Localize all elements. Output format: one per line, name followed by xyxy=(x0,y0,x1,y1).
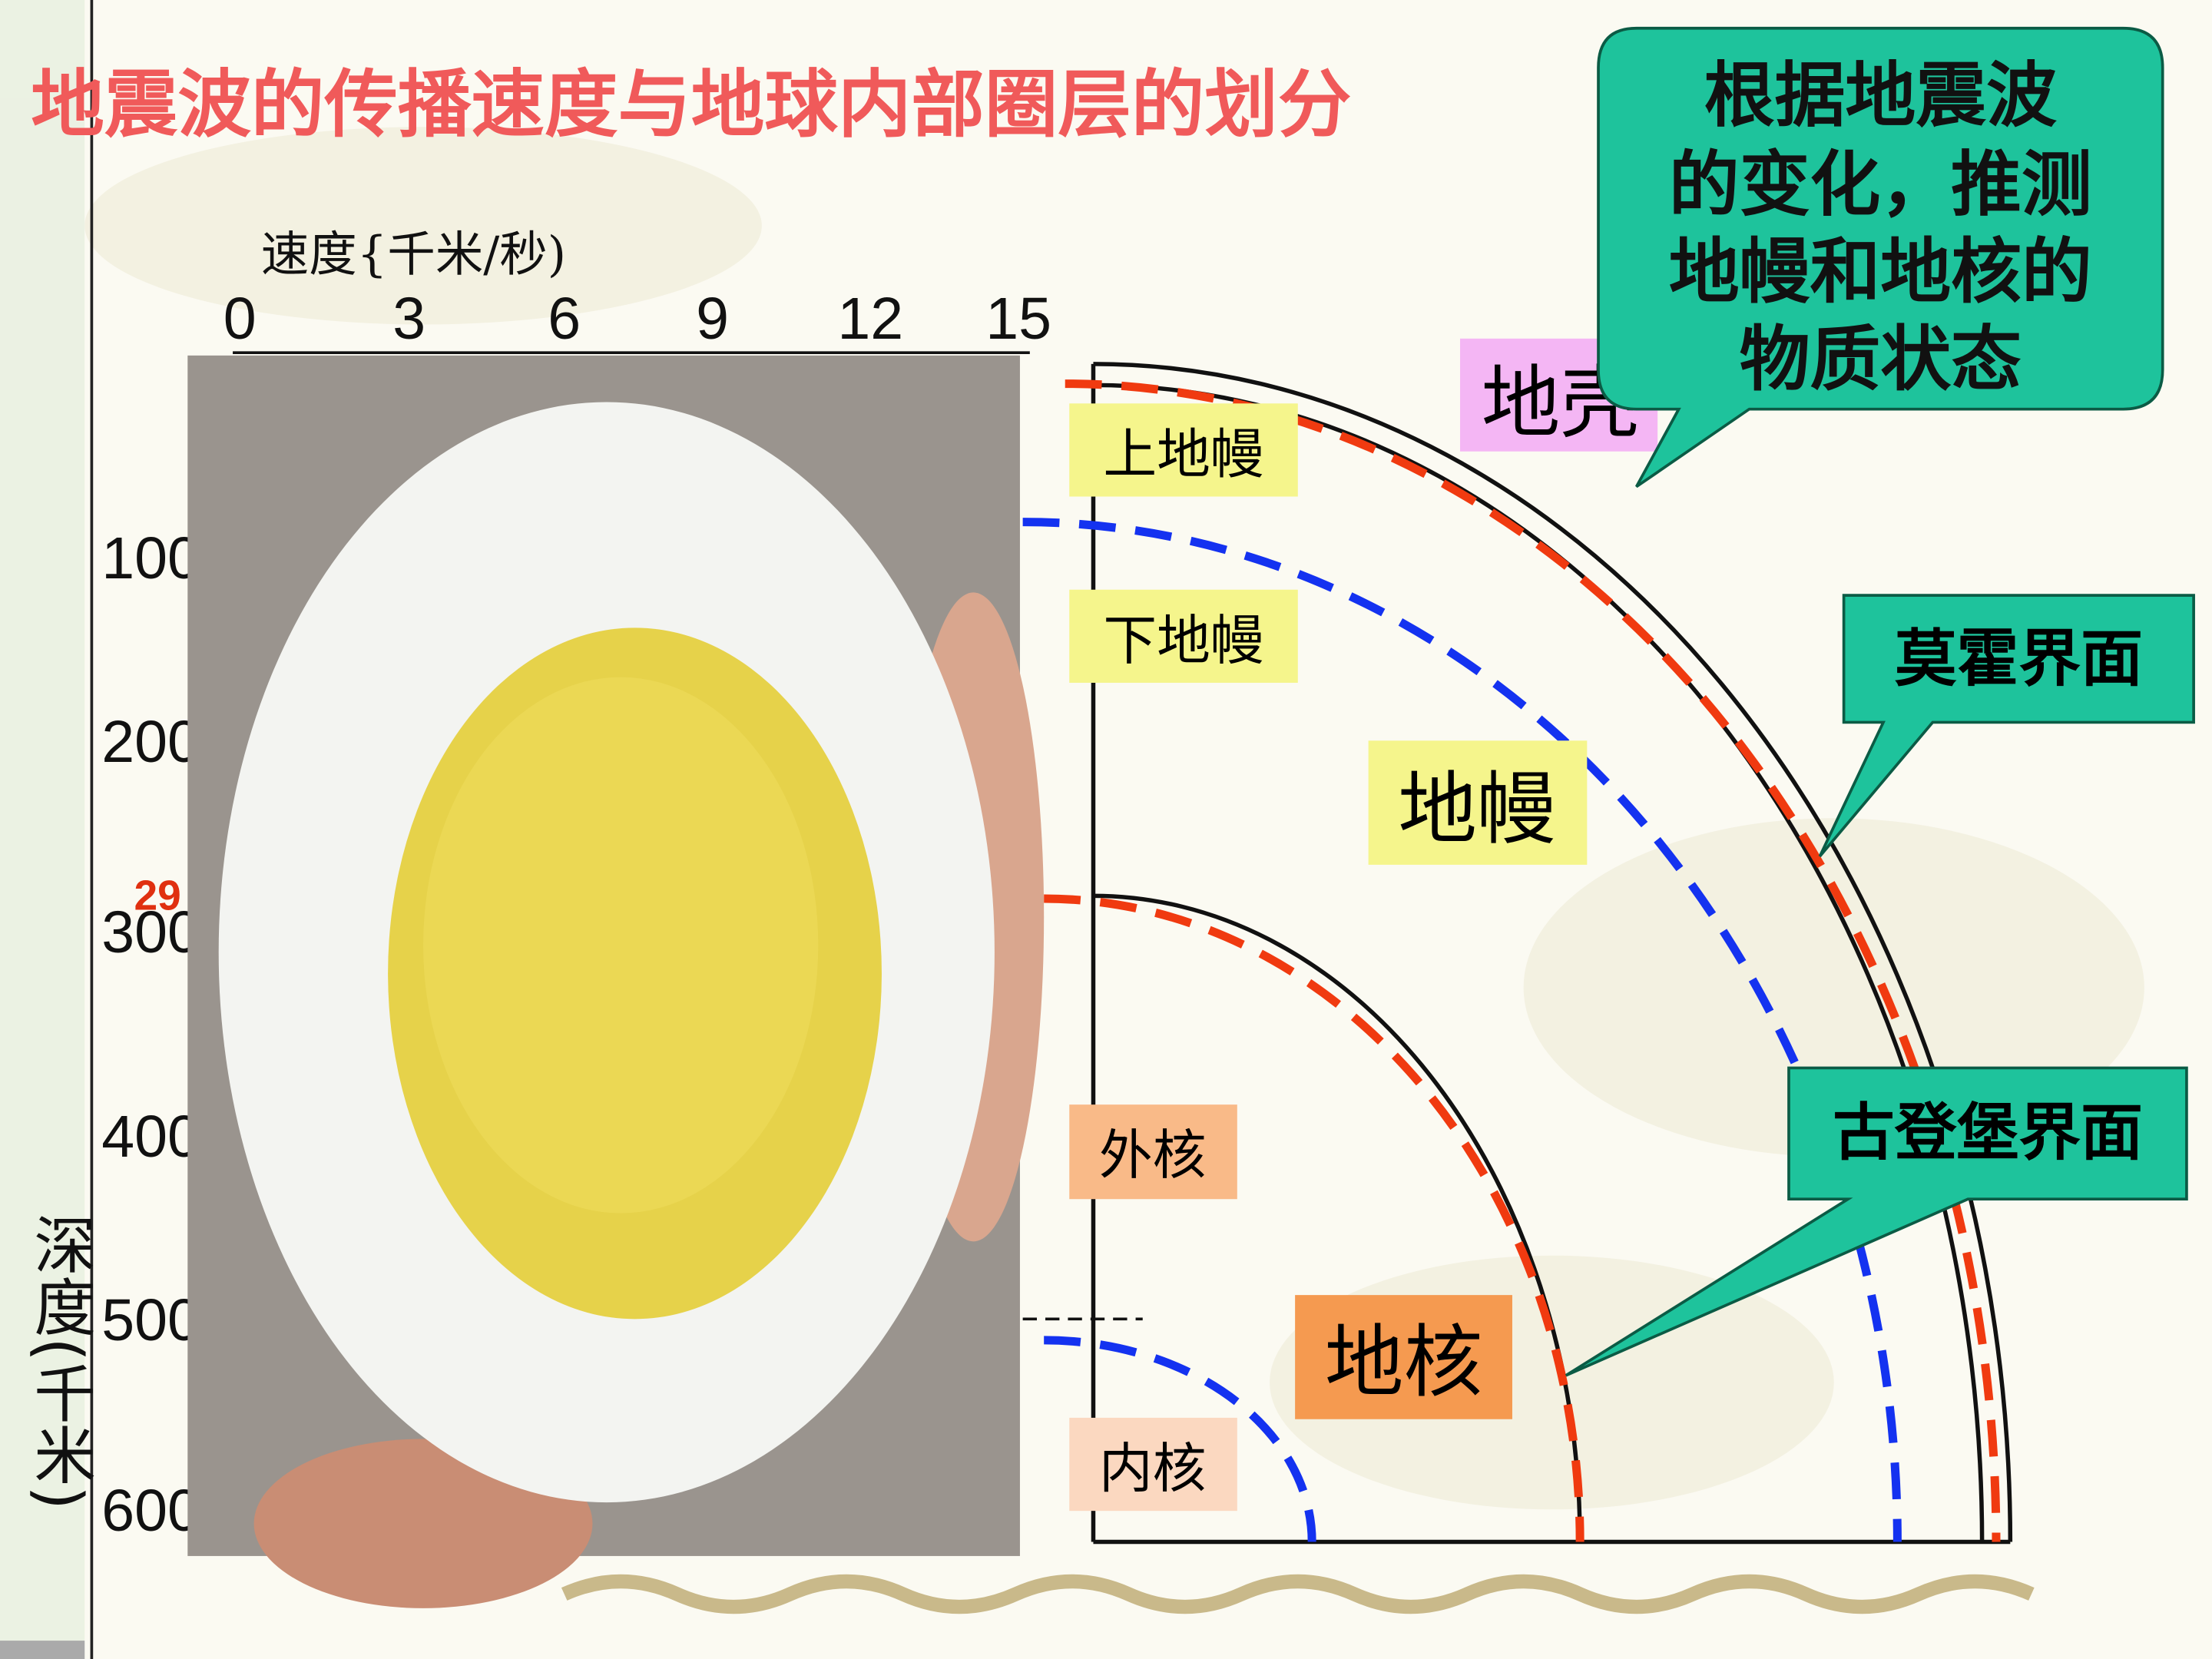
velocity-tick: 6 xyxy=(548,286,581,352)
mantle: 地幔 xyxy=(1398,764,1556,856)
callout-line: 地幔和地核的 xyxy=(1669,231,2092,313)
gutenberg-callout: 古登堡界面 xyxy=(1565,1066,2188,1377)
callout-line: 根据地震波 xyxy=(1704,55,2057,137)
velocity-tick: 3 xyxy=(392,286,426,352)
callout-line: 物质状态 xyxy=(1740,319,2022,401)
core: 地核 xyxy=(1325,1317,1483,1409)
depth-tick: 100 xyxy=(101,525,200,591)
outer-core: 外核 xyxy=(1099,1124,1207,1187)
depth-tick: 500 xyxy=(101,1287,200,1353)
velocity-tick: 9 xyxy=(696,286,729,352)
velocity-tick: 12 xyxy=(837,286,903,352)
inner-core: 内核 xyxy=(1099,1438,1207,1500)
egg-photo xyxy=(187,355,1045,1608)
depth-label: 深度(千米) xyxy=(23,1214,95,1510)
moho-label: 莫霍界面 xyxy=(1895,623,2143,695)
depth-tick: 300 xyxy=(101,899,200,965)
depth-marker: 29 xyxy=(134,872,180,919)
title: 地震波的传播速度与地球内部圈层的划分 xyxy=(31,61,1351,147)
depth-tick: 400 xyxy=(101,1104,200,1170)
moho-callout: 莫霍界面 xyxy=(1818,594,2195,858)
callout-line: 的变化，推测 xyxy=(1669,144,2092,226)
velocity-tick: 15 xyxy=(985,286,1051,352)
velocity-label: 速度{千米/秒) xyxy=(261,227,566,283)
velocity-tick: 0 xyxy=(224,286,257,352)
depth-tick: 200 xyxy=(101,709,200,775)
corner-block xyxy=(0,1641,85,1659)
lower-mantle: 下地幔 xyxy=(1103,610,1263,672)
vine xyxy=(561,1574,2035,1614)
gutenberg-label: 古登堡界面 xyxy=(1833,1097,2143,1169)
depth-ticks: 100 200 300 400 500 600 xyxy=(101,525,200,1544)
depth-tick: 600 xyxy=(101,1478,200,1544)
upper-mantle: 上地幔 xyxy=(1103,423,1263,485)
velocity-ticks: 0 3 6 9 12 15 xyxy=(224,286,1051,352)
